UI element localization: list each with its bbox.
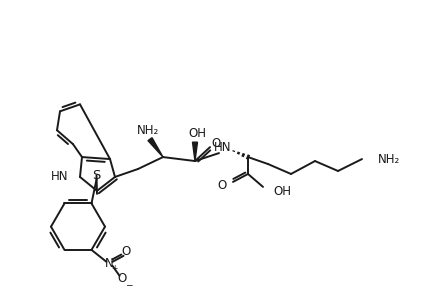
Text: OH: OH xyxy=(188,127,206,140)
Text: HN: HN xyxy=(50,171,68,184)
Text: HN: HN xyxy=(214,141,232,154)
Polygon shape xyxy=(148,138,163,157)
Text: N: N xyxy=(105,257,114,270)
Text: O: O xyxy=(117,272,126,285)
Text: NH₂: NH₂ xyxy=(378,153,400,166)
Text: OH: OH xyxy=(273,185,291,198)
Text: O: O xyxy=(211,137,220,150)
Text: O: O xyxy=(218,180,227,192)
Text: +: + xyxy=(111,264,118,273)
Polygon shape xyxy=(193,142,197,161)
Text: −: − xyxy=(125,280,132,289)
Text: O: O xyxy=(122,245,131,258)
Text: S: S xyxy=(92,169,101,182)
Text: NH₂: NH₂ xyxy=(137,124,159,137)
